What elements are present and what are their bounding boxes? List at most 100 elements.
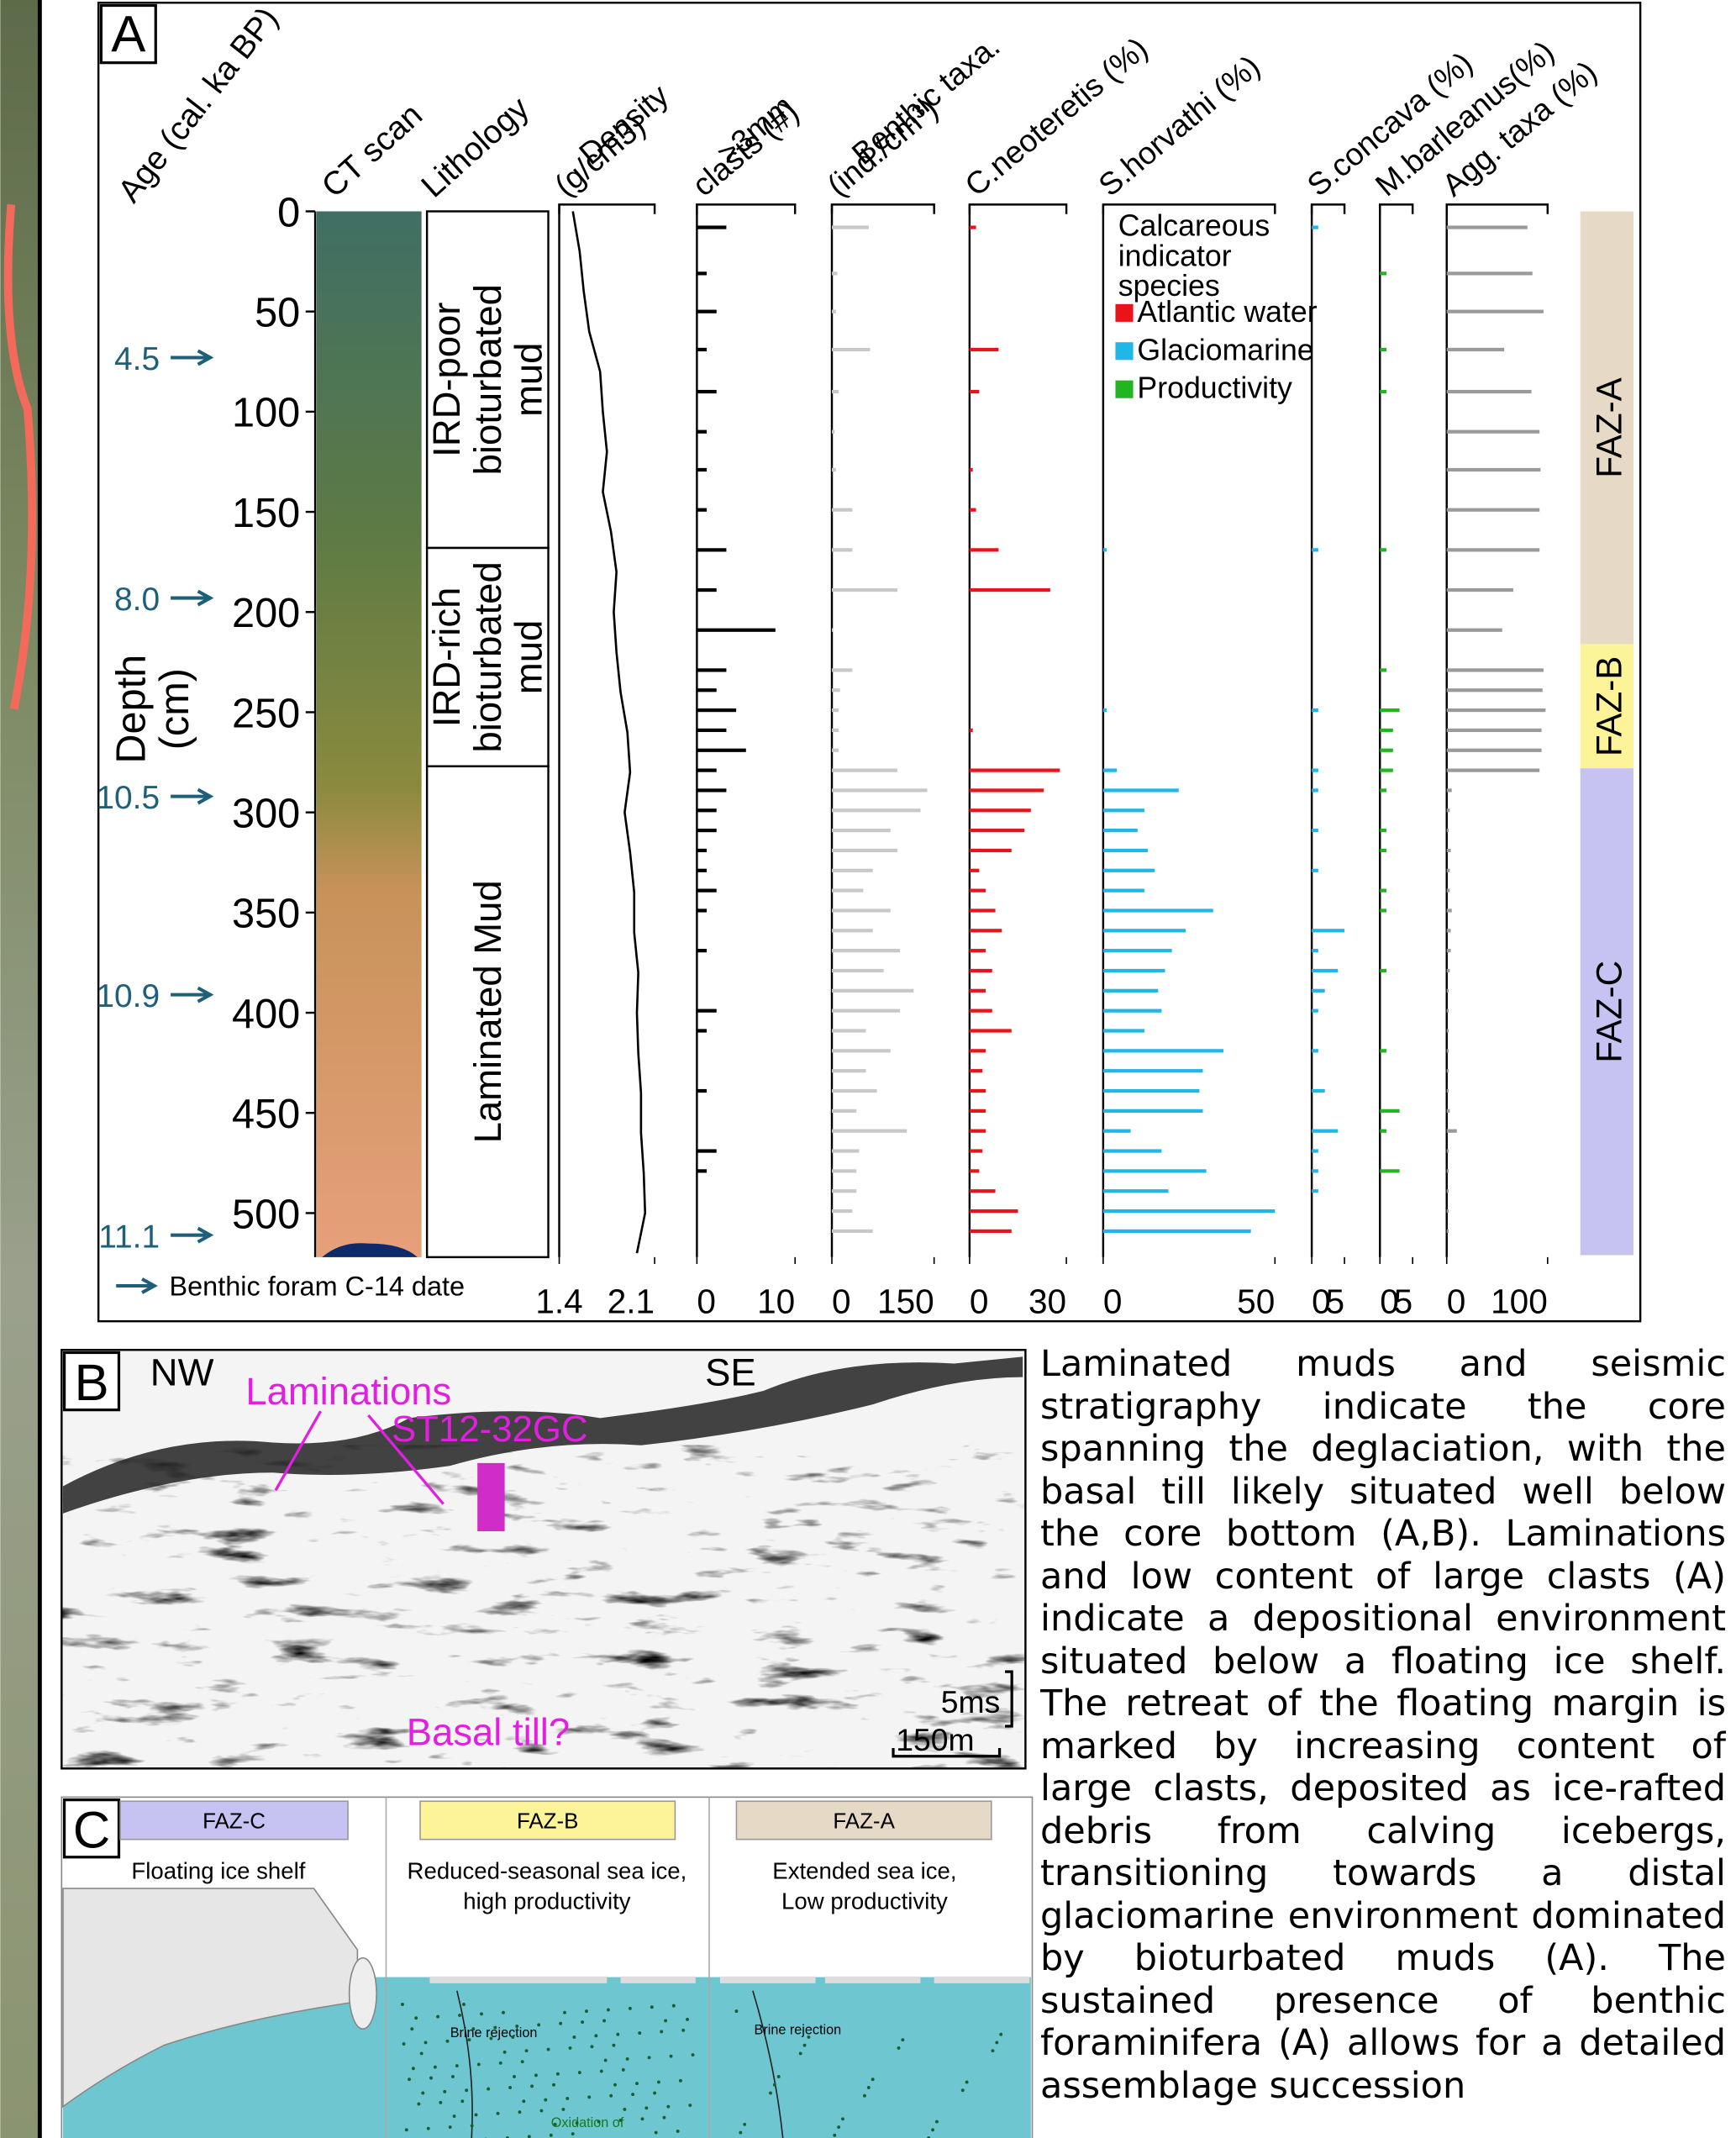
process-label: Oxidation of (551, 2115, 624, 2130)
bar (697, 1089, 707, 1093)
bar (1103, 1049, 1223, 1052)
bar (832, 949, 900, 952)
bar (1447, 849, 1451, 852)
bar (970, 225, 976, 229)
bar (970, 1009, 992, 1013)
bar (970, 849, 1012, 852)
bar (1447, 949, 1451, 952)
bar (832, 1169, 856, 1172)
y-tick-label: 200 (232, 591, 300, 636)
bar (970, 929, 1002, 932)
nutrient-dot (455, 2064, 459, 2067)
bar (1103, 1209, 1275, 1213)
direction-label: NW (150, 1351, 214, 1393)
bar (970, 1149, 982, 1152)
bar (1103, 989, 1158, 993)
bar (1447, 1149, 1449, 1152)
bar (1380, 708, 1399, 712)
nutrient-dot (841, 2117, 844, 2120)
bar (970, 390, 980, 393)
bar (1447, 1209, 1449, 1213)
nutrient-dot (653, 2092, 656, 2095)
bar (1447, 1189, 1449, 1193)
bar (970, 1049, 986, 1052)
x-tick-label: 150 (877, 1282, 934, 1320)
bar (970, 908, 996, 912)
zone-label: FAZ-A (1589, 377, 1628, 477)
bar (1312, 708, 1318, 712)
nutrient-dot (559, 2022, 562, 2025)
bar (1447, 225, 1528, 229)
nutrient-dot (961, 2088, 965, 2092)
legend-label: Productivity (1137, 371, 1292, 405)
bar (832, 1069, 866, 1072)
bar (832, 548, 852, 551)
nutrient-dot (769, 2092, 772, 2095)
bar (970, 468, 973, 471)
nutrient-dot (734, 2009, 738, 2013)
nutrient-dot (597, 2120, 601, 2124)
scale-label: 5ms (941, 1684, 1000, 1719)
x-tick-label: 0 (832, 1282, 851, 1320)
bar (1447, 729, 1542, 732)
bar (1447, 788, 1452, 792)
bar (1103, 808, 1144, 812)
bar (697, 1149, 716, 1152)
nutrient-dot (522, 2099, 525, 2103)
nutrient-dot (467, 2038, 471, 2041)
nutrient-dot (655, 2131, 658, 2135)
legend-label: Benthic foram C-14 date (169, 1271, 465, 1301)
nutrient-dot (581, 2020, 584, 2024)
zone-label: FAZ-B (1589, 656, 1628, 757)
nutrient-dot (434, 2066, 437, 2069)
nutrient-dot (458, 2014, 461, 2017)
bar (832, 788, 928, 792)
bar (697, 889, 716, 893)
nutrient-dot (626, 2057, 629, 2061)
bar (1447, 829, 1449, 832)
bar (1447, 768, 1539, 771)
bar (1447, 668, 1544, 671)
nutrient-dot (460, 2099, 464, 2103)
axis-title: (cm) (152, 668, 197, 750)
y-tick-label: 100 (232, 391, 300, 436)
bar (697, 829, 716, 832)
nutrient-dot (489, 2037, 492, 2041)
nutrient-dot (477, 2062, 481, 2066)
bar (832, 430, 834, 434)
nutrient-dot (547, 2048, 550, 2051)
nutrient-dot (402, 2042, 406, 2046)
y-tick-label: 400 (232, 992, 300, 1037)
bar (697, 708, 736, 712)
nutrient-dot (530, 2084, 534, 2088)
nutrient-dot (616, 2033, 619, 2036)
panel-a: A 050100150200250300350400450500Depth(cm… (96, 1, 1640, 1321)
bar (1103, 708, 1107, 712)
nutrient-dot (578, 2071, 581, 2074)
bar (697, 390, 716, 393)
bar (697, 1029, 707, 1032)
nutrient-dot (513, 2075, 516, 2078)
bar (970, 768, 1060, 771)
nutrient-dot (534, 2073, 538, 2077)
age-label: 8.0 (114, 582, 160, 618)
x-tick-label: 5 (1394, 1282, 1413, 1320)
bar (832, 310, 836, 313)
nutrient-dot (670, 2055, 673, 2058)
annotation: Laminations (245, 1370, 451, 1413)
nutrient-dot (525, 2049, 529, 2052)
nutrient-dot (739, 2131, 742, 2135)
bar (832, 849, 897, 852)
nutrient-dot (992, 2049, 995, 2052)
nutrient-dot (594, 2034, 597, 2037)
bar (697, 508, 707, 512)
x-tick-label: 2.1 (608, 1282, 655, 1320)
bar (832, 749, 839, 752)
bar (1103, 1029, 1144, 1032)
legend-swatch (1115, 381, 1133, 398)
nutrient-dot (679, 2079, 682, 2083)
y-tick-label: 350 (232, 892, 300, 937)
nutrient-dot (609, 2094, 613, 2098)
bar (832, 271, 837, 275)
bar (832, 908, 891, 912)
